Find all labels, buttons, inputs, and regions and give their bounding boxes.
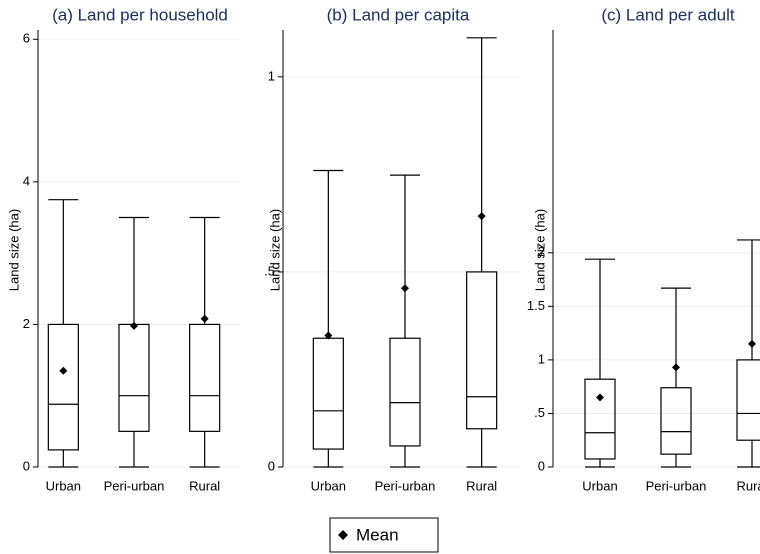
x-tick-label: Urban bbox=[582, 478, 617, 493]
mean-marker bbox=[748, 339, 756, 348]
panel-title: (a) Land per household bbox=[52, 5, 228, 24]
y-tick-label: 1.5 bbox=[527, 298, 545, 313]
y-tick-label: 0 bbox=[268, 458, 275, 473]
mean-marker bbox=[401, 284, 409, 293]
panel-title: (c) Land per adult bbox=[601, 5, 735, 24]
mean-marker bbox=[477, 212, 486, 221]
y-tick-label: 2 bbox=[23, 316, 30, 331]
y-tick-label: 1 bbox=[538, 351, 545, 366]
box bbox=[389, 337, 421, 447]
x-tick-label: Rural bbox=[466, 478, 497, 493]
x-tick-label: Urban bbox=[46, 478, 81, 493]
mean-marker bbox=[672, 363, 680, 372]
x-tick-label: Peri-urban bbox=[104, 478, 165, 493]
y-tick-label: 4 bbox=[23, 173, 30, 188]
x-tick-label: Rural bbox=[189, 478, 220, 493]
box bbox=[312, 337, 344, 450]
y-tick-label: .5 bbox=[264, 263, 275, 278]
mean-marker bbox=[596, 393, 604, 402]
mean-marker bbox=[324, 331, 333, 340]
y-axis-label: Land size (ha) bbox=[267, 209, 282, 291]
x-tick-label: Rural bbox=[736, 478, 760, 493]
box bbox=[189, 323, 221, 432]
box bbox=[584, 378, 616, 460]
legend-marker bbox=[338, 530, 348, 540]
y-axis-label: Land size (ha) bbox=[532, 209, 547, 291]
mean-marker bbox=[200, 314, 209, 323]
x-tick-label: Peri-urban bbox=[646, 478, 707, 493]
y-axis-label: Land size (ha) bbox=[6, 209, 21, 291]
y-tick-label: 6 bbox=[23, 31, 30, 46]
box bbox=[118, 323, 150, 432]
box bbox=[736, 359, 760, 441]
box bbox=[660, 387, 692, 455]
box bbox=[47, 323, 79, 451]
box bbox=[466, 271, 498, 430]
legend-label: Mean bbox=[356, 525, 399, 544]
y-tick-label: 2 bbox=[538, 244, 545, 259]
panel-title: (b) Land per capita bbox=[327, 5, 470, 24]
y-tick-label: 0 bbox=[23, 458, 30, 473]
y-tick-label: .5 bbox=[534, 405, 545, 420]
mean-marker bbox=[130, 321, 138, 330]
y-tick-label: 0 bbox=[538, 458, 545, 473]
x-tick-label: Urban bbox=[311, 478, 346, 493]
mean-marker bbox=[59, 366, 68, 375]
y-tick-label: 1 bbox=[268, 68, 275, 83]
x-tick-label: Peri-urban bbox=[375, 478, 436, 493]
